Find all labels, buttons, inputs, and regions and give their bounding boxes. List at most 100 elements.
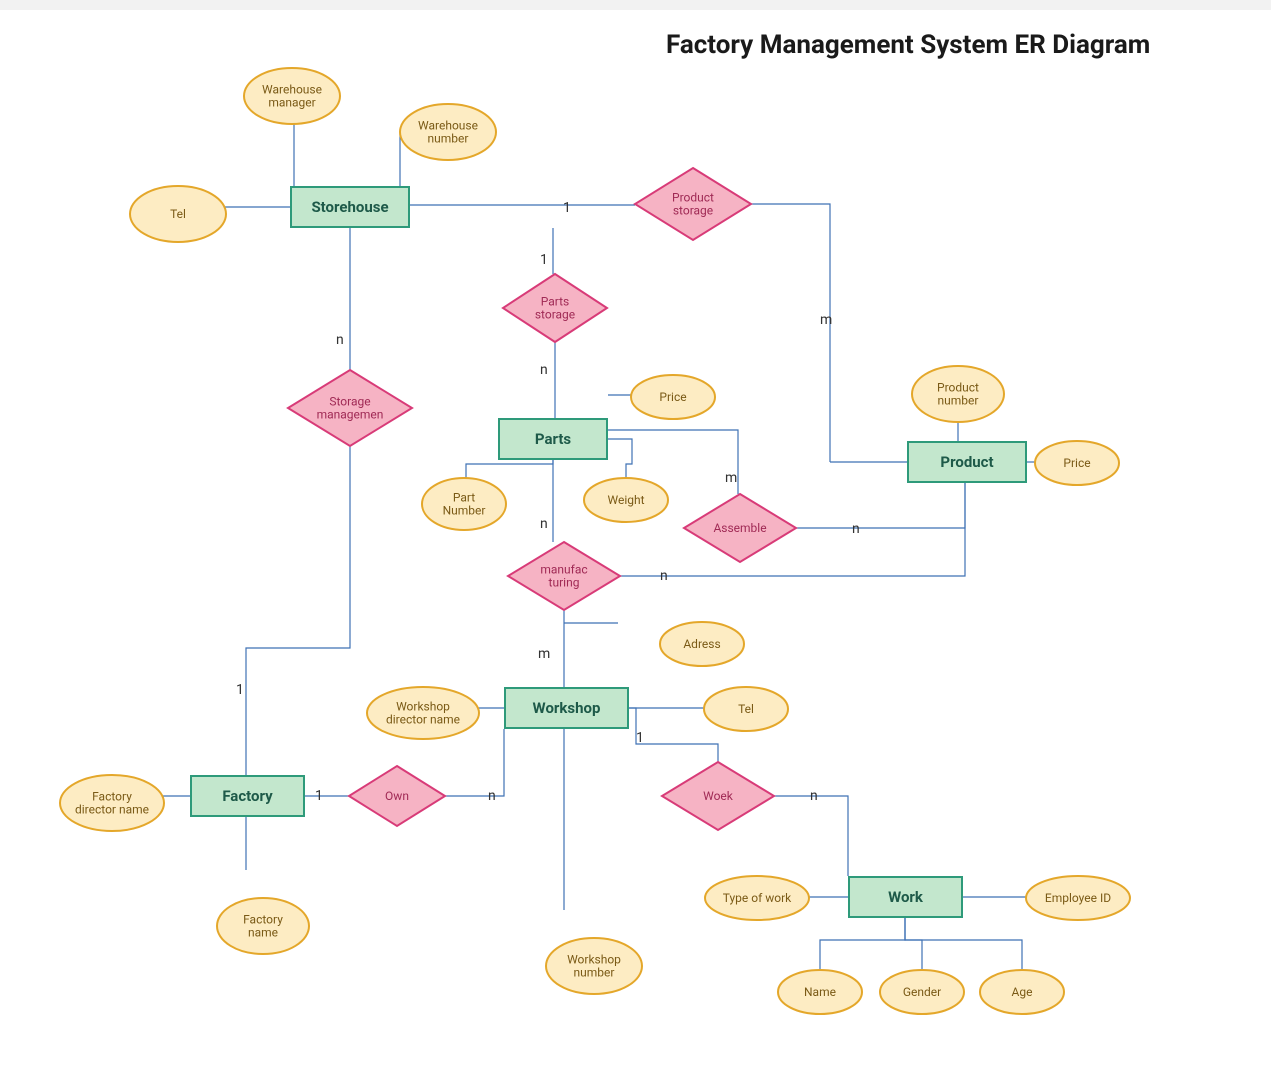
relationship-label-manufacturing: turing	[549, 576, 580, 590]
relationship-label-product_storage: Product	[672, 191, 714, 205]
relationship-label-product_storage: storage	[673, 204, 713, 218]
attribute-label-adress: Adress	[683, 637, 720, 651]
cardinality-11: 1	[236, 682, 244, 698]
entity-storehouse: Storehouse	[290, 186, 410, 228]
edge-4	[751, 204, 830, 462]
attribute-weight	[584, 478, 668, 522]
attribute-employee_id	[1026, 876, 1130, 920]
attribute-w_age	[980, 970, 1064, 1014]
relationship-storage_managemen	[288, 370, 412, 446]
relationship-label-parts_storage: storage	[535, 308, 575, 322]
attribute-tel_storehouse	[130, 186, 226, 242]
attribute-label-factory_director: Factory	[92, 790, 132, 804]
edge-14	[796, 483, 965, 528]
entity-parts: Parts	[498, 418, 608, 460]
cardinality-12: 1	[315, 788, 323, 804]
relationship-label-storage_managemen: managemen	[317, 408, 384, 422]
edge-26	[445, 729, 504, 796]
attribute-label-workshop_number: Workshop	[567, 953, 621, 967]
attribute-label-part_number: Part	[453, 491, 475, 505]
attribute-label-workshop_director: director name	[386, 713, 460, 727]
relationship-label-woek: Woek	[703, 789, 734, 803]
edge-9	[246, 446, 350, 775]
entity-factory: Factory	[190, 775, 305, 817]
attribute-label-price_parts: Price	[659, 390, 686, 404]
attribute-product_number	[912, 366, 1004, 422]
relationship-own	[349, 766, 445, 826]
cardinality-1: 1	[540, 252, 548, 268]
relationship-product_storage	[635, 168, 751, 240]
attribute-warehouse_number	[400, 104, 496, 160]
attribute-label-warehouse_number: number	[428, 132, 469, 146]
edge-32	[905, 918, 922, 970]
attribute-label-product_number: number	[938, 394, 979, 408]
er-diagram-canvas: ProductstoragePartsstorageStoragemanagem…	[0, 0, 1271, 1091]
cardinality-7: n	[540, 516, 548, 532]
edge-18	[620, 483, 965, 576]
edge-31	[820, 918, 905, 970]
edge-layer: ProductstoragePartsstorageStoragemanagem…	[0, 0, 1271, 1091]
cardinality-6: n	[852, 521, 860, 537]
edge-28	[774, 796, 848, 876]
cardinality-13: n	[488, 788, 496, 804]
attribute-part_number	[422, 478, 506, 530]
attribute-price_product	[1035, 441, 1119, 485]
edge-10	[608, 395, 650, 397]
attribute-label-workshop_number: number	[574, 966, 615, 980]
relationship-assemble	[684, 494, 796, 562]
attribute-workshop_director	[367, 687, 479, 739]
attribute-tel_workshop	[704, 687, 788, 731]
attribute-label-price_product: Price	[1063, 456, 1090, 470]
relationship-label-manufacturing: manufac	[540, 563, 587, 577]
cardinality-2: n	[540, 362, 548, 378]
diagram-title: Factory Management System ER Diagram	[666, 30, 1150, 60]
attribute-label-w_gender: Gender	[903, 985, 941, 999]
attribute-workshop_number	[546, 938, 642, 994]
attribute-label-factory_director: director name	[75, 803, 149, 817]
attribute-label-warehouse_manager: manager	[268, 96, 315, 110]
entity-product: Product	[907, 441, 1027, 483]
attribute-label-employee_id: Employee ID	[1045, 891, 1111, 905]
attribute-label-factory_name: name	[248, 926, 278, 940]
cardinality-4: m	[820, 312, 832, 328]
attribute-label-tel_workshop: Tel	[738, 702, 754, 716]
entity-workshop: Workshop	[504, 687, 629, 729]
attribute-label-weight: Weight	[607, 493, 644, 507]
relationship-parts_storage	[503, 274, 607, 342]
relationship-label-own: Own	[385, 789, 409, 803]
attribute-label-tel_storehouse: Tel	[170, 207, 186, 221]
relationship-label-assemble: Assemble	[713, 521, 766, 535]
attribute-label-product_number: Product	[937, 381, 979, 395]
attribute-label-part_number: Number	[443, 504, 486, 518]
relationship-label-parts_storage: Parts	[541, 295, 570, 309]
attribute-label-warehouse_number: Warehouse	[418, 119, 478, 133]
edge-11	[466, 460, 553, 478]
entity-work: Work	[848, 876, 963, 918]
edge-33	[905, 918, 1022, 970]
cardinality-5: m	[725, 470, 737, 486]
attribute-factory_director	[60, 775, 164, 831]
attribute-adress	[660, 622, 744, 666]
attribute-w_gender	[880, 970, 964, 1014]
edge-12	[608, 439, 632, 478]
attribute-warehouse_manager	[244, 68, 340, 124]
cardinality-14: n	[810, 788, 818, 804]
attribute-label-workshop_director: Workshop	[396, 700, 450, 714]
attribute-w_name	[778, 970, 862, 1014]
attribute-price_parts	[631, 375, 715, 419]
attribute-label-factory_name: Factory	[243, 913, 283, 927]
attribute-label-w_name: Name	[804, 985, 836, 999]
attribute-label-type_of_work: Type of work	[723, 891, 792, 905]
cardinality-3: n	[336, 332, 344, 348]
attribute-type_of_work	[705, 876, 809, 920]
relationship-label-storage_managemen: Storage	[329, 395, 370, 409]
attribute-factory_name	[217, 898, 309, 954]
attribute-label-w_age: Age	[1012, 985, 1033, 999]
cardinality-10: 1	[636, 730, 644, 746]
relationship-manufacturing	[508, 542, 620, 610]
relationship-woek	[662, 762, 774, 830]
cardinality-8: n	[660, 568, 668, 584]
page-top-strip	[0, 0, 1271, 10]
cardinality-9: m	[538, 646, 550, 662]
edge-13	[608, 430, 738, 494]
